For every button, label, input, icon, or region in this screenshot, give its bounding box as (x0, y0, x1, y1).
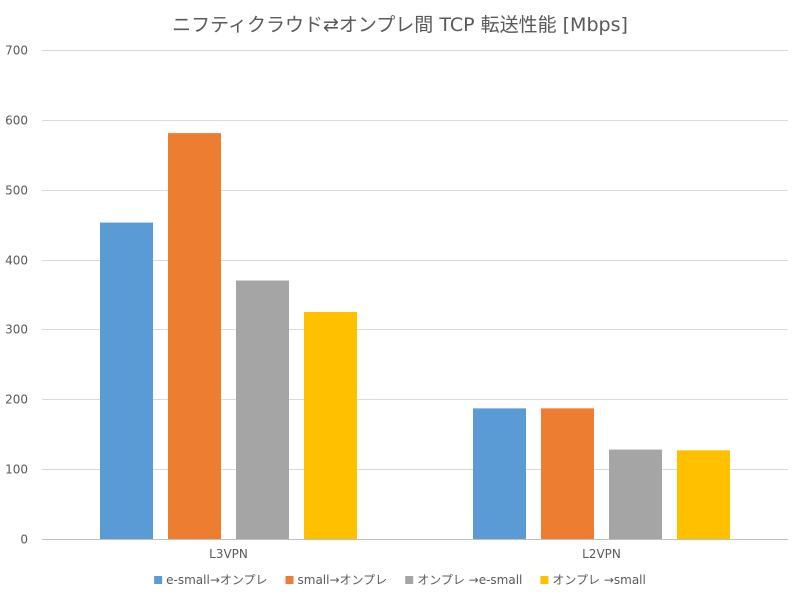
legend-item: オンプレ →e-small (405, 573, 522, 587)
bar-l3vpn-series-4 (304, 311, 357, 539)
legend: e-small→オンプレ small→オンプレ オンプレ →e-small オンプレ … (154, 573, 646, 587)
legend-label: オンプレ →e-small (417, 573, 522, 587)
legend-swatch (285, 576, 294, 584)
legend-label: e-small→オンプレ (166, 573, 267, 587)
bar-l2vpn-series-1 (473, 408, 526, 539)
bar-l3vpn-series-1 (100, 222, 153, 539)
bars (100, 133, 730, 539)
legend-item: small→オンプレ (285, 573, 388, 587)
bar-l2vpn-series-3 (609, 449, 662, 539)
bar-l3vpn-series-2 (168, 133, 221, 539)
legend-label: small→オンプレ (298, 573, 388, 587)
category-label: L3VPN (209, 547, 248, 561)
bar-l2vpn-series-4 (677, 450, 730, 539)
legend-label: オンプレ →small (552, 573, 645, 587)
category-label: L2VPN (582, 547, 621, 561)
gridlines (42, 50, 788, 540)
y-axis-ticks: 0 100 200 300 400 500 600 700 (5, 44, 28, 547)
chart-title: ニフティクラウド⇄オンプレ間 TCP 転送性能 [Mbps] (172, 14, 628, 36)
y-tick-label: 400 (5, 254, 28, 268)
legend-swatch (540, 576, 549, 584)
legend-swatch (154, 576, 163, 584)
y-tick-label: 0 (20, 533, 28, 547)
bar-l2vpn-series-2 (541, 408, 594, 539)
y-tick-label: 500 (5, 184, 28, 198)
y-tick-label: 200 (5, 393, 28, 407)
legend-swatch (405, 576, 414, 584)
y-tick-label: 300 (5, 323, 28, 337)
legend-item: e-small→オンプレ (154, 573, 268, 587)
legend-item: オンプレ →small (540, 573, 646, 587)
y-tick-label: 600 (5, 114, 28, 128)
category-labels: L3VPN L2VPN (209, 547, 621, 561)
bar-l3vpn-series-3 (236, 280, 289, 539)
y-tick-label: 700 (5, 44, 28, 58)
y-tick-label: 100 (5, 463, 28, 477)
